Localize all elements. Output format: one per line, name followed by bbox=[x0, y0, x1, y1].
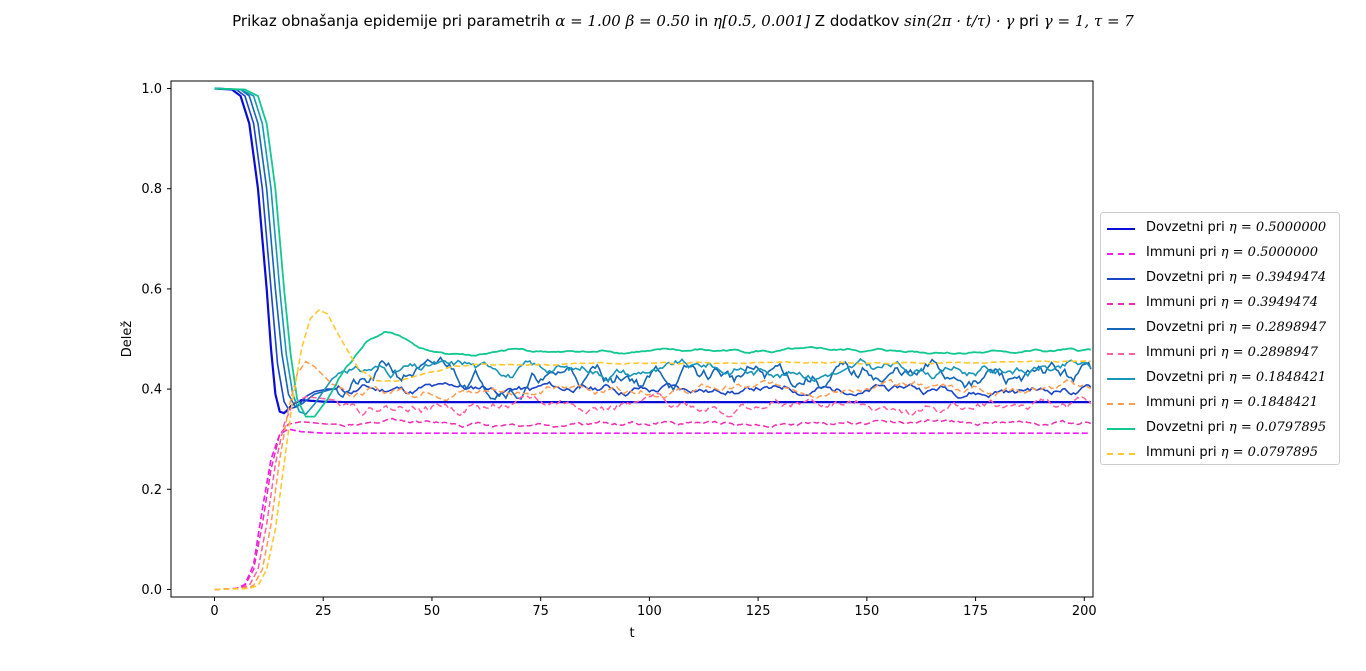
x-axis-label: t bbox=[629, 626, 634, 641]
legend-swatch bbox=[1107, 278, 1135, 280]
x-tick-label: 100 bbox=[637, 604, 662, 619]
series-line-dovzetni-8 bbox=[214, 87, 1092, 418]
series-line-immuni-9 bbox=[214, 308, 1091, 591]
x-tick-label: 200 bbox=[1072, 604, 1097, 619]
title-text-at: pri bbox=[1014, 12, 1044, 30]
title-math-params: α = 1.00 β = 0.50 bbox=[555, 12, 690, 30]
y-tick-label: 0.6 bbox=[141, 282, 162, 297]
y-tick-label: 0.2 bbox=[141, 483, 162, 498]
y-axis-ticks: 0.0 0.2 0.4 0.6 0.8 1.0 bbox=[141, 82, 171, 598]
title-math-eta-range: η[0.5, 0.001] bbox=[713, 12, 811, 30]
chart-title: Prikaz obnašanja epidemije pri parametri… bbox=[0, 12, 1366, 30]
x-tick-label: 25 bbox=[315, 604, 332, 619]
legend-label: Dovzetni pri η = 0.0797895 bbox=[1146, 420, 1327, 435]
legend-item: Immuni pri η = 0.5000000 bbox=[1101, 244, 1341, 264]
legend-label: Dovzetni pri η = 0.1848421 bbox=[1146, 370, 1327, 385]
legend-item: Immuni pri η = 0.1848421 bbox=[1101, 394, 1341, 414]
y-tick-label: 1.0 bbox=[141, 82, 162, 97]
legend-swatch bbox=[1107, 253, 1135, 255]
legend-swatch bbox=[1107, 453, 1135, 455]
title-prefix: Prikaz obnašanja epidemije pri parametri… bbox=[232, 12, 556, 30]
y-axis-label: Delež bbox=[120, 321, 135, 358]
y-tick-label: 0.0 bbox=[141, 583, 162, 598]
legend-item: Dovzetni pri η = 0.0797895 bbox=[1101, 419, 1341, 439]
legend-label: Immuni pri η = 0.2898947 bbox=[1146, 345, 1318, 360]
legend-swatch bbox=[1107, 428, 1135, 430]
legend-item: Immuni pri η = 0.2898947 bbox=[1101, 344, 1341, 364]
x-tick-label: 175 bbox=[963, 604, 988, 619]
legend-swatch bbox=[1107, 353, 1135, 355]
x-axis-ticks: 0 25 50 75 100 125 150 175 200 bbox=[210, 597, 1097, 619]
legend-label: Immuni pri η = 0.1848421 bbox=[1146, 395, 1318, 410]
x-tick-label: 0 bbox=[210, 604, 218, 619]
series-line-dovzetni-6 bbox=[214, 87, 1092, 416]
legend-item: Immuni pri η = 0.3949474 bbox=[1101, 294, 1341, 314]
series-line-immuni-5 bbox=[214, 392, 1092, 591]
y-tick-label: 0.4 bbox=[141, 383, 162, 398]
legend-item: Dovzetni pri η = 0.2898947 bbox=[1101, 319, 1341, 339]
y-tick-label: 0.8 bbox=[141, 182, 162, 197]
series-line-immuni-7 bbox=[214, 360, 1092, 591]
legend-swatch bbox=[1107, 378, 1135, 380]
title-math-sine: sin(2π · t/τ) · γ bbox=[904, 12, 1015, 30]
series-line-immuni-3 bbox=[214, 417, 1092, 591]
legend-swatch bbox=[1107, 228, 1135, 230]
legend-item: Dovzetni pri η = 0.1848421 bbox=[1101, 369, 1341, 389]
plot-frame bbox=[170, 80, 1094, 598]
title-text-in: in bbox=[689, 12, 713, 30]
legend-item: Dovzetni pri η = 0.3949474 bbox=[1101, 269, 1341, 289]
series-line-dovzetni-2 bbox=[214, 87, 1092, 411]
title-text-addition: Z dodatkov bbox=[810, 12, 905, 30]
series-lines bbox=[214, 87, 1092, 591]
legend-swatch bbox=[1107, 303, 1135, 305]
legend-label: Immuni pri η = 0.0797895 bbox=[1146, 445, 1318, 460]
legend-label: Immuni pri η = 0.5000000 bbox=[1146, 245, 1318, 260]
x-tick-label: 50 bbox=[424, 604, 441, 619]
series-line-dovzetni-0 bbox=[214, 87, 1091, 415]
title-math-gamma-tau: γ = 1, τ = 7 bbox=[1043, 12, 1134, 30]
x-tick-label: 150 bbox=[854, 604, 879, 619]
legend-swatch bbox=[1107, 403, 1135, 405]
legend-label: Dovzetni pri η = 0.2898947 bbox=[1146, 320, 1327, 335]
x-tick-label: 75 bbox=[532, 604, 549, 619]
legend-item: Dovzetni pri η = 0.5000000 bbox=[1101, 219, 1341, 239]
legend-label: Immuni pri η = 0.3949474 bbox=[1146, 295, 1318, 310]
chart-legend: Dovzetni pri η = 0.5000000 Immuni pri η =… bbox=[1100, 212, 1340, 465]
legend-label: Dovzetni pri η = 0.3949474 bbox=[1146, 270, 1327, 285]
plot-area bbox=[171, 81, 1093, 597]
x-tick-label: 125 bbox=[746, 604, 771, 619]
legend-swatch bbox=[1107, 328, 1135, 330]
legend-label: Dovzetni pri η = 0.5000000 bbox=[1146, 220, 1327, 235]
legend-item: Immuni pri η = 0.0797895 bbox=[1101, 444, 1341, 464]
series-line-immuni-1 bbox=[214, 428, 1091, 591]
